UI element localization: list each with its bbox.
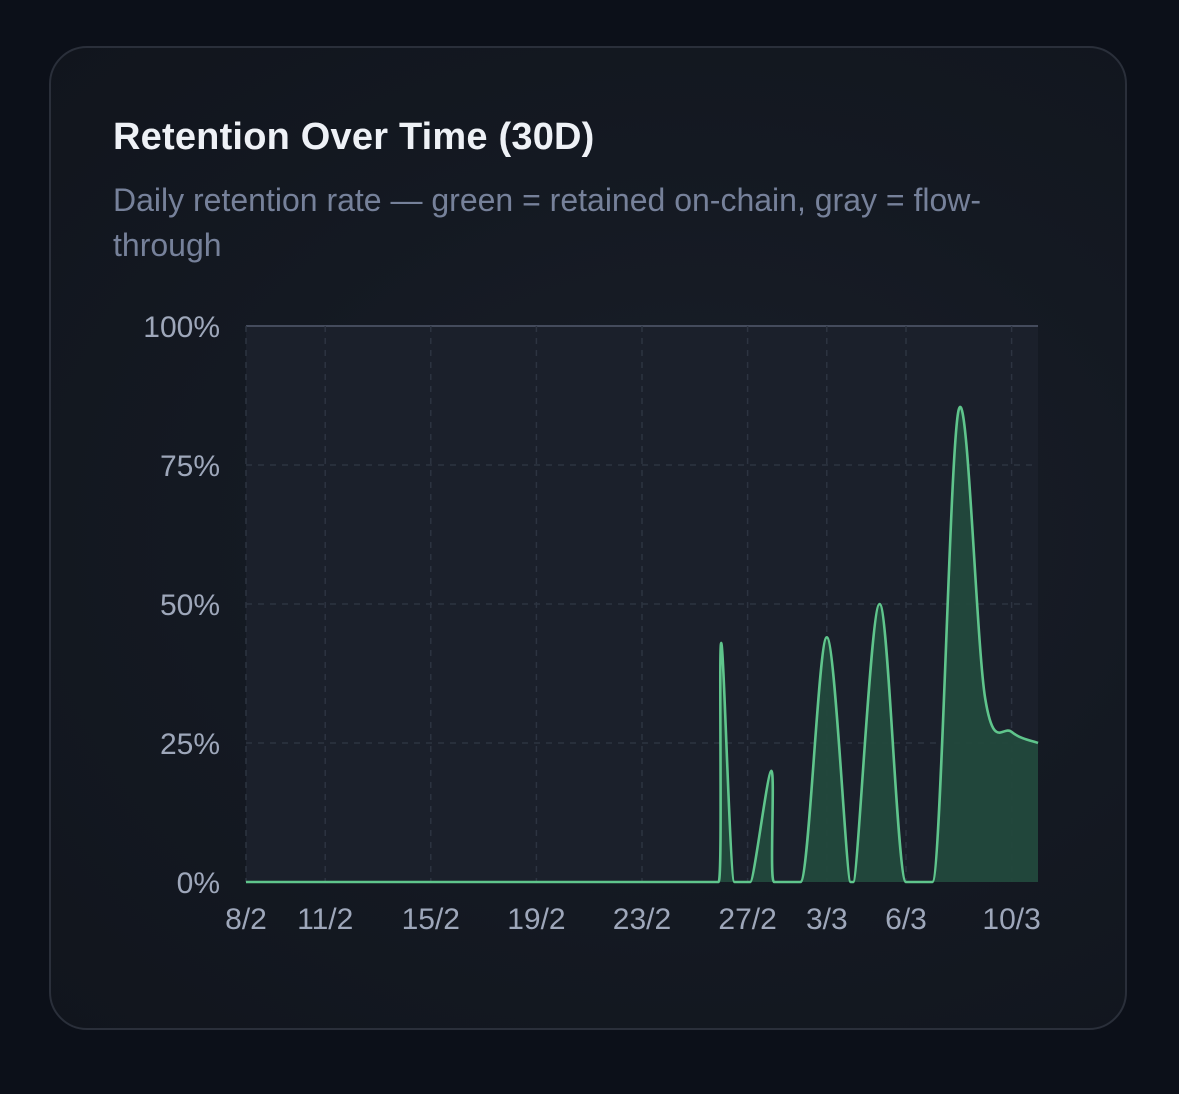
x-tick-label: 8/2 <box>225 903 267 936</box>
y-tick-label: 50% <box>160 589 220 622</box>
x-tick-label: 19/2 <box>507 903 565 936</box>
retained-line <box>246 405 1039 884</box>
chart-subtitle: Daily retention rate — green = retained … <box>113 182 982 263</box>
x-tick-label: 3/3 <box>806 903 848 936</box>
y-tick-label: 0% <box>177 867 220 900</box>
y-tick-label: 25% <box>160 728 220 761</box>
chart-title: Retention Over Time (30D) <box>113 116 595 158</box>
x-tick-label: 27/2 <box>718 903 776 936</box>
x-tick-label: 23/2 <box>613 903 671 936</box>
x-tick-label: 11/2 <box>297 903 353 936</box>
x-tick-label: 10/3 <box>982 903 1040 936</box>
x-tick-label: 15/2 <box>402 903 460 936</box>
y-tick-label: 100% <box>143 311 220 344</box>
x-tick-label: 6/3 <box>885 903 927 936</box>
y-tick-label: 75% <box>160 450 220 483</box>
